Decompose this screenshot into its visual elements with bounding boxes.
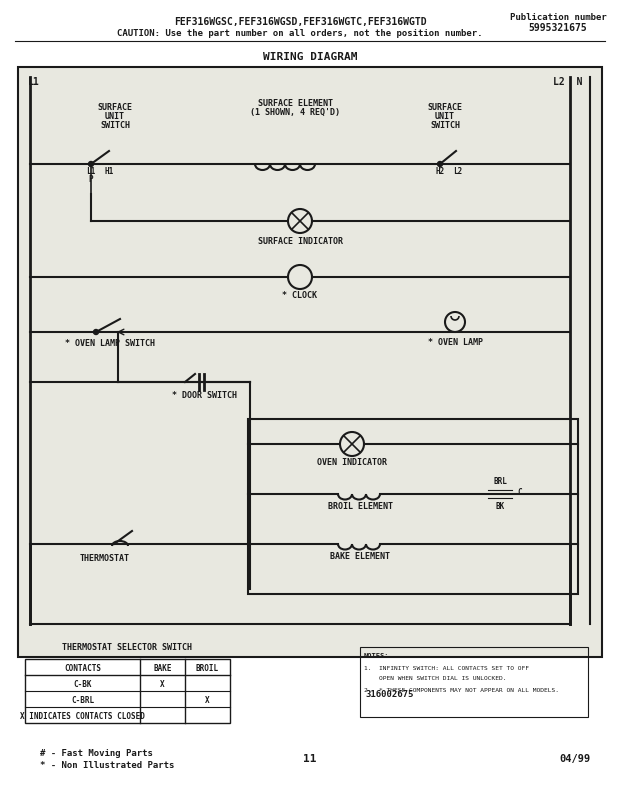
Text: C-BRL: C-BRL [71, 695, 94, 704]
Text: SURFACE ELEMENT: SURFACE ELEMENT [257, 99, 332, 108]
Text: OPEN WHEN SWITCH DIAL IS UNLOCKED.: OPEN WHEN SWITCH DIAL IS UNLOCKED. [364, 675, 507, 680]
Text: SURFACE: SURFACE [428, 103, 463, 112]
Text: X INDICATES CONTACTS CLOSED: X INDICATES CONTACTS CLOSED [20, 711, 145, 720]
Text: C-BK: C-BK [73, 679, 92, 689]
Text: SWITCH: SWITCH [100, 120, 130, 130]
Text: SURFACE INDICATOR: SURFACE INDICATOR [257, 237, 342, 246]
Text: * DOOR SWITCH: * DOOR SWITCH [172, 390, 237, 400]
Circle shape [89, 162, 94, 167]
Text: 316002675: 316002675 [366, 689, 414, 698]
Text: OVEN INDICATOR: OVEN INDICATOR [317, 458, 387, 467]
Text: THERMOSTAT: THERMOSTAT [80, 553, 130, 562]
Text: BAKE: BAKE [153, 663, 172, 673]
Text: L1: L1 [28, 77, 40, 87]
Text: BAKE ELEMENT: BAKE ELEMENT [330, 552, 390, 560]
Text: L1: L1 [86, 167, 95, 176]
Text: # - Fast Moving Parts: # - Fast Moving Parts [40, 748, 153, 757]
Bar [248, 419, 578, 594]
Text: H2: H2 [435, 167, 445, 176]
Text: * CLOCK: * CLOCK [283, 291, 317, 300]
Text: NOTES:: NOTES: [364, 652, 389, 658]
Circle shape [94, 330, 99, 335]
Text: (1 SHOWN, 4 REQ'D): (1 SHOWN, 4 REQ'D) [250, 108, 340, 117]
Text: * - Non Illustrated Parts: * - Non Illustrated Parts [40, 760, 174, 769]
Text: CONTACTS: CONTACTS [64, 663, 101, 673]
Circle shape [438, 162, 443, 167]
Text: BROIL ELEMENT: BROIL ELEMENT [327, 501, 392, 511]
Text: 1.  INFINITY SWITCH: ALL CONTACTS SET TO OFF: 1. INFINITY SWITCH: ALL CONTACTS SET TO … [364, 665, 529, 671]
Text: 04/99: 04/99 [559, 753, 591, 763]
Text: FEF316WGSC,FEF316WGSD,FEF316WGTC,FEF316WGTD: FEF316WGSC,FEF316WGSD,FEF316WGTC,FEF316W… [174, 17, 427, 27]
Text: THERMOSTAT SELECTOR SWITCH: THERMOSTAT SELECTOR SWITCH [63, 642, 192, 651]
Text: WIRING DIAGRAM: WIRING DIAGRAM [263, 52, 357, 62]
Text: X: X [205, 695, 210, 704]
Bar [25, 659, 230, 723]
Text: C: C [518, 487, 522, 496]
Text: * OVEN LAMP: * OVEN LAMP [428, 337, 482, 347]
Text: L2  N: L2 N [553, 77, 582, 87]
Text: CAUTION: Use the part number on all orders, not the position number.: CAUTION: Use the part number on all orde… [117, 30, 483, 39]
Text: * OVEN LAMP SWITCH: * OVEN LAMP SWITCH [65, 339, 155, 348]
Text: L2: L2 [453, 167, 463, 176]
Text: BK: BK [495, 501, 505, 511]
Bar [18, 68, 602, 657]
Bar [360, 647, 588, 717]
Text: BROIL: BROIL [196, 663, 219, 673]
Text: BRL: BRL [493, 476, 507, 485]
Text: UNIT: UNIT [105, 112, 125, 120]
Text: SURFACE: SURFACE [97, 103, 133, 112]
Text: Publication number: Publication number [510, 14, 606, 22]
Text: 5995321675: 5995321675 [529, 23, 587, 33]
Text: 2.  * THESE COMPONENTS MAY NOT APPEAR ON ALL MODELS.: 2. * THESE COMPONENTS MAY NOT APPEAR ON … [364, 687, 559, 692]
Text: UNIT: UNIT [435, 112, 455, 120]
Text: 11: 11 [303, 753, 317, 763]
Text: P: P [89, 175, 94, 184]
Text: H1: H1 [104, 167, 113, 176]
Text: SWITCH: SWITCH [430, 120, 460, 130]
Text: X: X [160, 679, 165, 689]
